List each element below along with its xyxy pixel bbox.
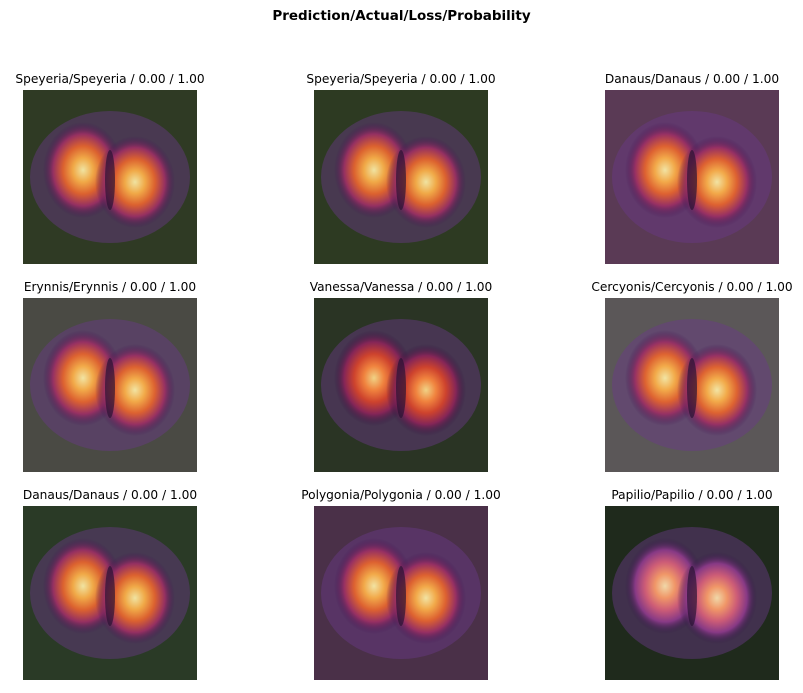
butterfly-heatmap xyxy=(605,298,779,472)
cell-title: Danaus/Danaus / 0.00 / 1.00 xyxy=(22,488,198,502)
cell-title: Vanessa/Vanessa / 0.00 / 1.00 xyxy=(309,280,493,294)
heatmap-image xyxy=(314,90,488,264)
butterfly-heatmap xyxy=(23,506,197,680)
cell-title: Danaus/Danaus / 0.00 / 1.00 xyxy=(604,72,780,86)
cell-title: Erynnis/Erynnis / 0.00 / 1.00 xyxy=(23,280,197,294)
heatmap-image xyxy=(23,298,197,472)
heatmap-image xyxy=(23,90,197,264)
cell-title: Speyeria/Speyeria / 0.00 / 1.00 xyxy=(15,72,205,86)
heatmap-image xyxy=(605,298,779,472)
heatmap-image xyxy=(605,90,779,264)
cell-title: Papilio/Papilio / 0.00 / 1.00 xyxy=(611,488,773,502)
heatmap-image xyxy=(314,298,488,472)
butterfly-heatmap xyxy=(605,90,779,264)
heatmap-image xyxy=(605,506,779,680)
butterfly-heatmap xyxy=(23,298,197,472)
heatmap-image xyxy=(314,506,488,680)
figure-title: Prediction/Actual/Loss/Probability xyxy=(272,8,531,24)
butterfly-heatmap xyxy=(23,90,197,264)
butterfly-heatmap xyxy=(314,90,488,264)
cell-title: Speyeria/Speyeria / 0.00 / 1.00 xyxy=(306,72,496,86)
heatmap-image xyxy=(23,506,197,680)
butterfly-heatmap xyxy=(314,298,488,472)
butterfly-heatmap xyxy=(605,506,779,680)
cell-title: Cercyonis/Cercyonis / 0.00 / 1.00 xyxy=(591,280,793,294)
butterfly-heatmap xyxy=(314,506,488,680)
cell-title: Polygonia/Polygonia / 0.00 / 1.00 xyxy=(301,488,501,502)
